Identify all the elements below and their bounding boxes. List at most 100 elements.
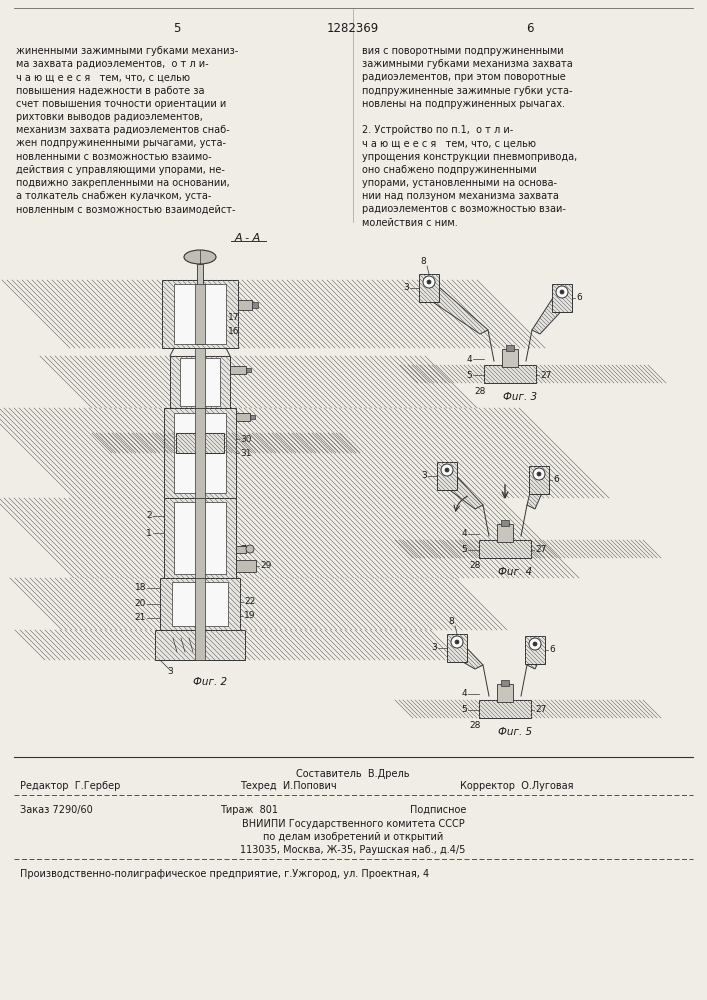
Text: радиоэлементов с возможностью взаи-: радиоэлементов с возможностью взаи- — [362, 204, 566, 214]
Text: по делам изобретений и открытий: по делам изобретений и открытий — [263, 832, 443, 842]
Bar — [174, 284, 226, 344]
Bar — [164, 498, 236, 578]
Text: ма захвата радиоэлементов,  о т л и-: ма захвата радиоэлементов, о т л и- — [16, 59, 209, 69]
Bar — [174, 502, 226, 574]
Text: Фuг. 2: Фuг. 2 — [193, 677, 227, 687]
Circle shape — [451, 636, 463, 648]
Text: молействия с ним.: молействия с ним. — [362, 218, 457, 228]
Text: Подписное: Подписное — [410, 805, 467, 815]
Bar — [506, 345, 514, 351]
Text: 2: 2 — [146, 512, 152, 520]
Circle shape — [560, 290, 564, 294]
Text: Редактор  Г.Гербер: Редактор Г.Гербер — [20, 781, 120, 791]
Text: 8: 8 — [420, 257, 426, 266]
Bar — [160, 578, 240, 630]
Text: 27: 27 — [535, 706, 547, 714]
Text: 28: 28 — [474, 386, 486, 395]
Polygon shape — [419, 274, 439, 302]
Text: зажимными губками механизма захвата: зажимными губками механизма захвата — [362, 59, 573, 69]
Polygon shape — [532, 290, 568, 334]
Text: новленными с возможностью взаимо-: новленными с возможностью взаимо- — [16, 152, 211, 162]
Text: Техред  И.Попович: Техред И.Попович — [240, 781, 337, 791]
Ellipse shape — [246, 545, 254, 553]
Text: рихтовки выводов радиоэлементов,: рихтовки выводов радиоэлементов, — [16, 112, 203, 122]
Text: 8: 8 — [448, 617, 454, 626]
Text: 17: 17 — [228, 314, 240, 322]
Text: 5: 5 — [461, 706, 467, 714]
Bar — [252, 302, 258, 308]
Bar — [174, 413, 226, 493]
Text: 19: 19 — [244, 611, 255, 620]
Text: 6: 6 — [549, 646, 555, 654]
Text: ч а ю щ е е с я   тем, что, с целью: ч а ю щ е е с я тем, что, с целью — [362, 138, 536, 148]
Text: 31: 31 — [240, 448, 252, 458]
Text: а толкатель снабжен кулачком, уста-: а толкатель снабжен кулачком, уста- — [16, 191, 211, 201]
Text: новленным с возможностью взаимодейст-: новленным с возможностью взаимодейст- — [16, 204, 235, 214]
Text: жиненными зажимными губками механиз-: жиненными зажимными губками механиз- — [16, 46, 238, 56]
Text: механизм захвата радиоэлементов снаб-: механизм захвата радиоэлементов снаб- — [16, 125, 230, 135]
Bar — [236, 546, 246, 553]
Polygon shape — [525, 636, 545, 664]
Text: счет повышения точности ориентации и: счет повышения точности ориентации и — [16, 99, 226, 109]
Text: радиоэлементов, при этом поворотные: радиоэлементов, при этом поворотные — [362, 72, 566, 82]
Text: ч а ю щ е е с я   тем, что, с целью: ч а ю щ е е с я тем, что, с целью — [16, 72, 190, 82]
Circle shape — [427, 280, 431, 284]
Text: 21: 21 — [134, 613, 146, 622]
Text: 27: 27 — [535, 546, 547, 554]
Text: Фuг. 4: Фuг. 4 — [498, 567, 532, 577]
Bar — [170, 356, 230, 408]
Bar — [236, 413, 250, 421]
Bar — [197, 264, 203, 307]
Text: 4: 4 — [467, 355, 472, 363]
Bar — [246, 368, 251, 372]
Text: вия с поворотными подпружиненными: вия с поворотными подпружиненными — [362, 46, 563, 56]
Text: 3: 3 — [421, 472, 427, 481]
Text: 1282369: 1282369 — [327, 21, 379, 34]
Bar — [172, 582, 228, 626]
Text: 6: 6 — [526, 21, 534, 34]
Text: 4: 4 — [462, 690, 467, 698]
Bar — [180, 358, 220, 406]
Text: 1: 1 — [146, 528, 152, 538]
Text: Фuг. 3: Фuг. 3 — [503, 392, 537, 402]
Bar — [497, 684, 513, 702]
Ellipse shape — [184, 250, 216, 264]
Polygon shape — [529, 466, 549, 494]
Text: 5: 5 — [461, 546, 467, 554]
Text: новлены на подпружиненных рычагах.: новлены на подпружиненных рычагах. — [362, 99, 565, 109]
Text: Составитель  В.Дрель: Составитель В.Дрель — [296, 769, 410, 779]
Text: 3: 3 — [167, 668, 173, 676]
Circle shape — [533, 468, 545, 480]
Polygon shape — [437, 462, 457, 490]
Polygon shape — [527, 642, 541, 669]
Circle shape — [556, 286, 568, 298]
Text: А - А: А - А — [235, 233, 261, 243]
Bar — [501, 680, 509, 686]
Text: Заказ 7290/60: Заказ 7290/60 — [20, 805, 93, 815]
Text: подвижно закрепленными на основании,: подвижно закрепленными на основании, — [16, 178, 230, 188]
Bar — [479, 540, 531, 558]
Bar — [479, 700, 531, 718]
Text: Производственно-полиграфическое предприятие, г.Ужгород, ул. Проектная, 4: Производственно-полиграфическое предприя… — [20, 869, 429, 879]
Text: 28: 28 — [469, 722, 481, 730]
Bar — [195, 348, 205, 408]
Bar — [230, 366, 246, 374]
Bar — [484, 365, 536, 383]
Text: 27: 27 — [540, 370, 551, 379]
Text: 30: 30 — [240, 434, 252, 444]
Bar — [195, 284, 205, 344]
Polygon shape — [447, 634, 467, 662]
Text: оно снабжено подпружиненными: оно снабжено подпружиненными — [362, 165, 537, 175]
Text: повышения надежности в работе за: повышения надежности в работе за — [16, 86, 204, 96]
Polygon shape — [449, 640, 483, 669]
Text: Корректор  О.Луговая: Корректор О.Луговая — [460, 781, 573, 791]
Circle shape — [537, 472, 541, 476]
Text: 6: 6 — [553, 476, 559, 485]
Circle shape — [445, 468, 449, 472]
Text: 5: 5 — [466, 370, 472, 379]
Text: 3: 3 — [403, 284, 409, 292]
Bar — [155, 630, 245, 660]
Polygon shape — [421, 280, 488, 334]
Bar — [195, 498, 205, 578]
Bar — [236, 560, 256, 572]
